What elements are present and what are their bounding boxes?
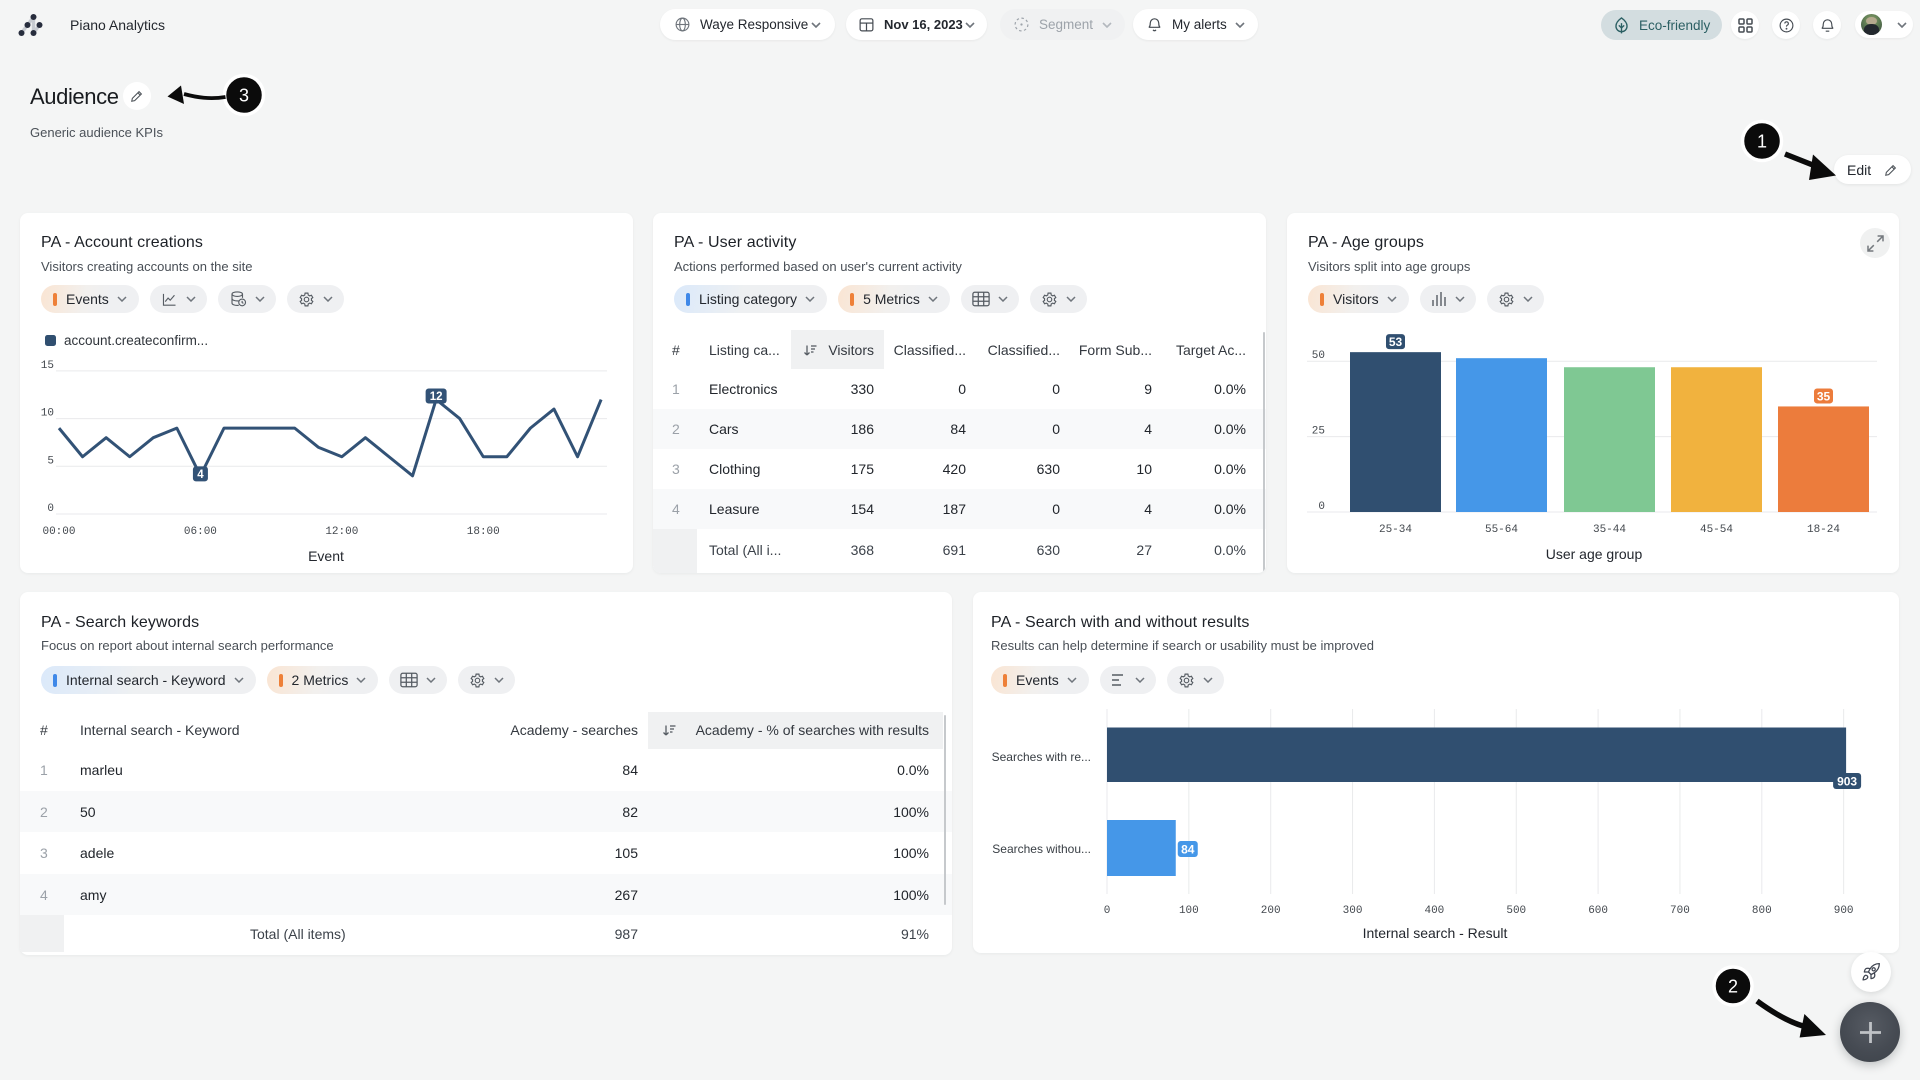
svg-text:100: 100 [1179, 905, 1199, 917]
svg-text:00:00: 00:00 [42, 526, 75, 538]
svg-text:1: 1 [1757, 132, 1767, 152]
svg-text:Internal search - Result: Internal search - Result [1363, 925, 1508, 941]
svg-text:3: 3 [239, 86, 249, 106]
svg-text:900: 900 [1834, 905, 1854, 917]
svg-text:06:00: 06:00 [184, 526, 217, 538]
svg-text:5: 5 [47, 455, 54, 467]
svg-text:Event: Event [308, 548, 344, 564]
svg-text:10: 10 [41, 408, 54, 420]
svg-text:55-64: 55-64 [1485, 524, 1518, 536]
svg-text:300: 300 [1343, 905, 1363, 917]
svg-text:0: 0 [1318, 501, 1325, 513]
svg-text:25: 25 [1312, 426, 1325, 438]
svg-text:0: 0 [1104, 905, 1111, 917]
svg-text:600: 600 [1588, 905, 1608, 917]
svg-text:400: 400 [1424, 905, 1444, 917]
svg-text:2: 2 [1728, 977, 1738, 997]
svg-text:0: 0 [47, 503, 54, 515]
svg-text:35: 35 [1817, 389, 1831, 403]
svg-text:12:00: 12:00 [325, 526, 358, 538]
svg-text:Searches with re...: Searches with re... [992, 750, 1091, 764]
svg-text:18:00: 18:00 [467, 526, 500, 538]
svg-text:18-24: 18-24 [1807, 524, 1840, 536]
svg-text:800: 800 [1752, 905, 1772, 917]
svg-text:35-44: 35-44 [1593, 524, 1626, 536]
svg-text:User age group: User age group [1546, 546, 1643, 562]
svg-text:12: 12 [430, 391, 443, 403]
svg-text:25-34: 25-34 [1379, 524, 1412, 536]
svg-text:4: 4 [197, 469, 204, 481]
svg-text:Searches withou...: Searches withou... [992, 842, 1091, 856]
svg-text:84: 84 [1181, 843, 1195, 857]
svg-text:200: 200 [1261, 905, 1281, 917]
svg-text:15: 15 [41, 360, 54, 372]
svg-text:53: 53 [1389, 335, 1403, 349]
svg-text:500: 500 [1506, 905, 1526, 917]
svg-text:50: 50 [1312, 350, 1325, 362]
svg-text:903: 903 [1837, 775, 1857, 789]
svg-text:700: 700 [1670, 905, 1690, 917]
svg-text:45-54: 45-54 [1700, 524, 1733, 536]
